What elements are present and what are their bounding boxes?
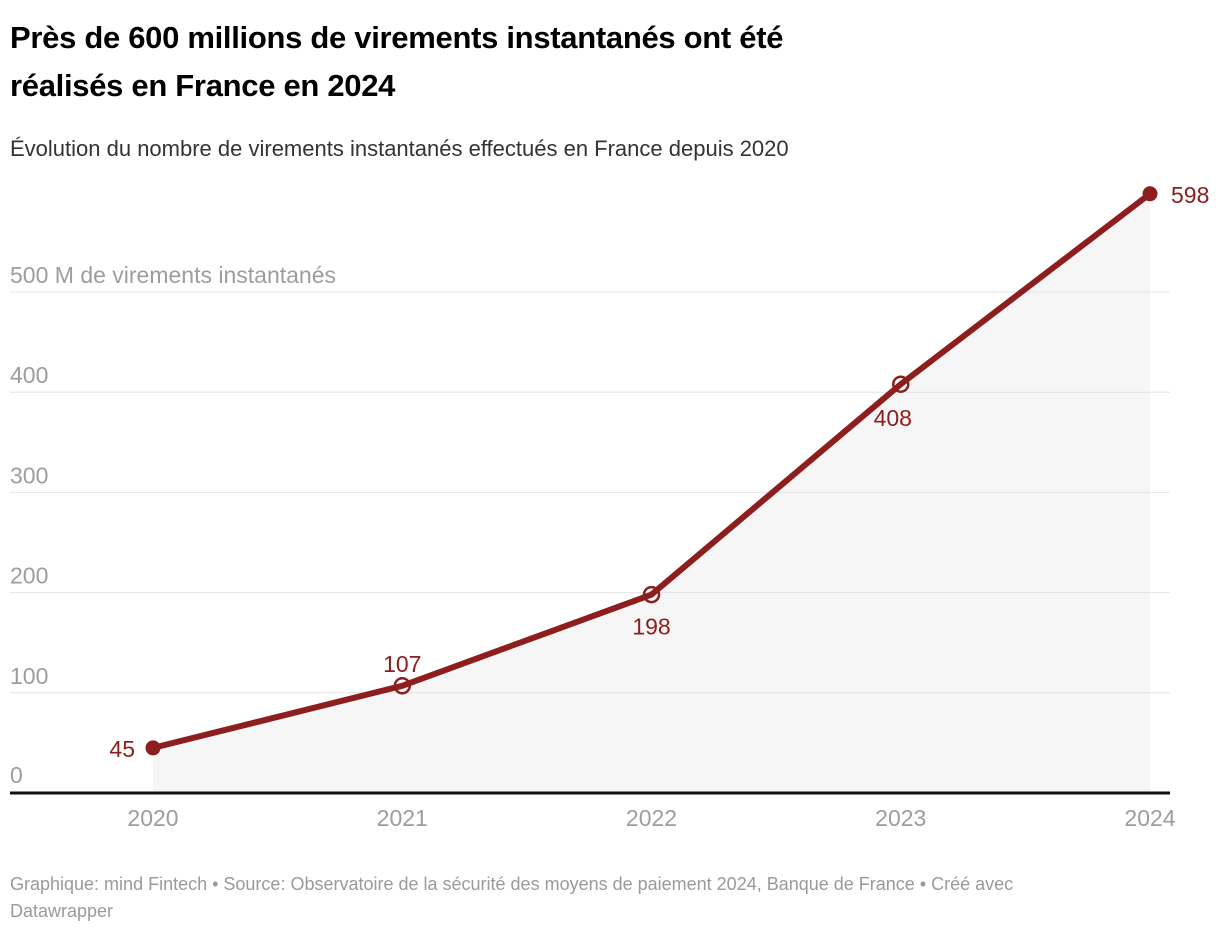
data-point[interactable] bbox=[1142, 186, 1158, 202]
chart-title-line-2: réalisés en France en 2024 bbox=[10, 68, 396, 103]
x-tick-label: 2022 bbox=[626, 805, 677, 831]
y-tick-label: 300 bbox=[10, 462, 48, 488]
x-tick-label: 2024 bbox=[1124, 805, 1175, 831]
x-tick-label: 2021 bbox=[377, 805, 428, 831]
x-tick-label: 2023 bbox=[875, 805, 926, 831]
x-tick-label: 2020 bbox=[127, 805, 178, 831]
data-point[interactable] bbox=[892, 375, 910, 393]
data-point-label: 107 bbox=[383, 651, 421, 677]
data-point[interactable] bbox=[145, 740, 161, 756]
y-tick-label: 400 bbox=[10, 362, 48, 388]
line-chart: 0 100 200 300 400 500 M de virements instanta… bbox=[10, 182, 1209, 831]
data-point-label: 598 bbox=[1171, 182, 1209, 208]
data-point-label: 198 bbox=[632, 614, 670, 640]
footer-credit-line-1: Graphique: mind Fintech • Source: Observ… bbox=[10, 874, 1014, 894]
y-tick-label: 200 bbox=[10, 563, 48, 589]
data-point[interactable] bbox=[642, 585, 661, 604]
data-point-label: 45 bbox=[109, 736, 135, 762]
y-tick-label: 100 bbox=[10, 663, 48, 689]
data-point-label: 408 bbox=[874, 405, 912, 431]
chart-title: Près de 600 millions de virements instan… bbox=[10, 14, 1210, 110]
chart-footer: Graphique: mind Fintech • Source: Observ… bbox=[10, 871, 1210, 925]
data-point[interactable] bbox=[393, 677, 411, 695]
y-tick-label: 0 bbox=[10, 762, 23, 788]
chart-subtitle: Évolution du nombre de virements instant… bbox=[10, 136, 789, 161]
chart-title-line-1: Près de 600 millions de virements instan… bbox=[10, 20, 784, 55]
series-area bbox=[153, 193, 1150, 794]
y-tick-label: 500 M de virements instantanés bbox=[10, 262, 336, 288]
series-line bbox=[150, 190, 1153, 751]
footer-credit-line-2: Datawrapper bbox=[10, 901, 114, 921]
